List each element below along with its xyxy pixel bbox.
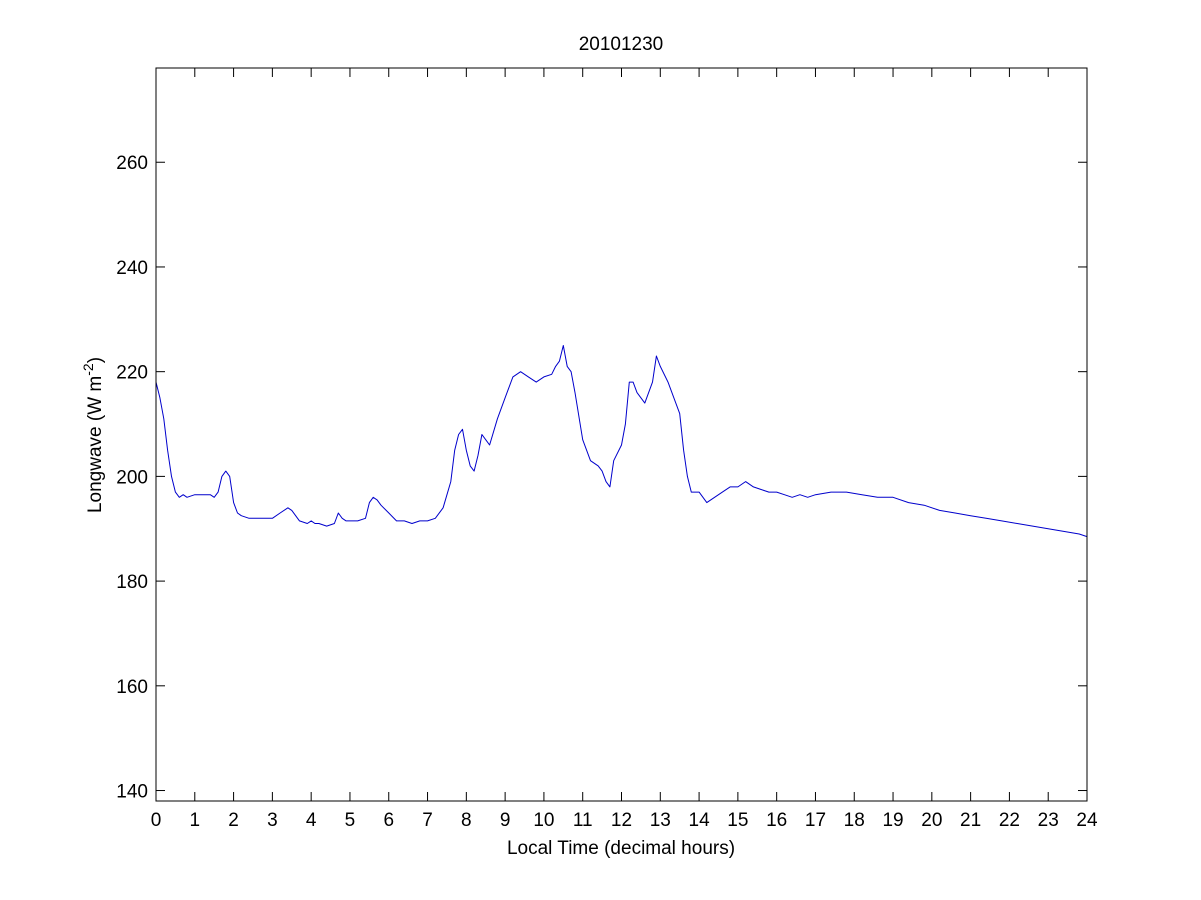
x-tick-label: 4 <box>306 810 317 831</box>
y-axis-label-main: Longwave (W m <box>85 376 106 513</box>
x-tick-label: 22 <box>999 810 1020 831</box>
x-tick-label: 21 <box>960 810 981 831</box>
x-tick-label: 16 <box>766 810 787 831</box>
x-tick-label: 0 <box>151 810 162 831</box>
x-tick-label: 18 <box>844 810 865 831</box>
x-tick-label: 7 <box>422 810 433 831</box>
x-tick-label: 19 <box>882 810 903 831</box>
y-tick-label: 180 <box>116 572 148 593</box>
x-tick-label: 11 <box>573 810 593 831</box>
x-tick-label: 2 <box>228 810 239 831</box>
x-tick-label: 10 <box>533 810 554 831</box>
plot-area <box>155 345 1088 538</box>
y-tick-label: 160 <box>116 677 148 698</box>
y-tick-label: 240 <box>116 258 148 279</box>
series-line <box>155 345 1088 538</box>
y-axis-label-end: ) <box>85 357 106 363</box>
axis-ticks: 0 1 2 3 4 5 6 7 8 9 10 11 12 13 14 15 16 17 18 19 20 21 22 23 24… <box>116 68 1098 831</box>
x-tick-label: 23 <box>1038 810 1059 831</box>
x-tick-label: 5 <box>345 810 356 831</box>
y-tick-label: 140 <box>116 782 148 803</box>
x-tick-label: 1 <box>190 810 201 831</box>
x-tick-label: 6 <box>383 810 394 831</box>
x-tick-label: 15 <box>727 810 748 831</box>
y-tick-label: 220 <box>116 363 148 384</box>
x-tick-label: 20 <box>921 810 942 831</box>
chart-title: 20101230 <box>579 34 664 55</box>
y-axis-label-sup: -2 <box>80 363 96 376</box>
x-tick-label: 13 <box>650 810 671 831</box>
y-tick-label: 260 <box>116 153 148 174</box>
axes-frame <box>155 67 1088 802</box>
x-axis-label: Local Time (decimal hours) <box>507 838 735 859</box>
x-tick-label: 3 <box>267 810 278 831</box>
y-axis-label: Longwave (W m-2) <box>80 357 106 513</box>
x-tick-label: 8 <box>461 810 472 831</box>
x-tick-label: 12 <box>611 810 632 831</box>
x-tick-label: 24 <box>1076 810 1098 831</box>
y-tick-label: 200 <box>116 467 148 488</box>
x-tick-label: 17 <box>805 810 826 831</box>
x-tick-label: 9 <box>500 810 511 831</box>
x-tick-label: 14 <box>689 810 711 831</box>
